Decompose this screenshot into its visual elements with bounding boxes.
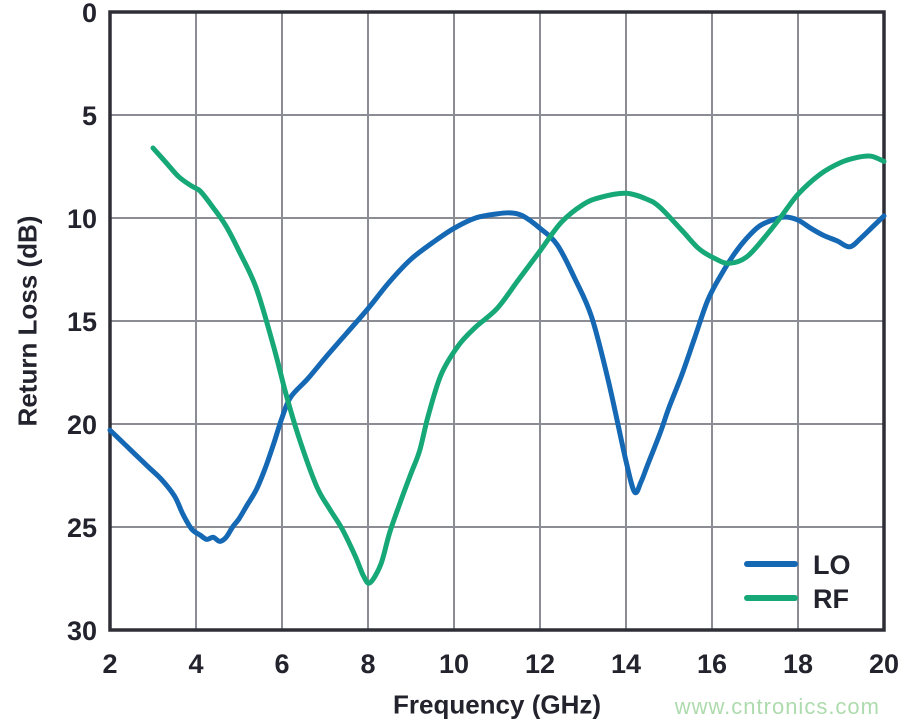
x-tick-label: 6 [274, 649, 289, 679]
x-tick-label: 16 [697, 649, 727, 679]
legend-label-lo: LO [813, 550, 851, 580]
x-axis-title: Frequency (GHz) [392, 689, 602, 720]
y-tick-label: 5 [82, 101, 97, 131]
y-tick-label: 0 [82, 0, 97, 28]
y-tick-label: 20 [67, 410, 97, 440]
x-tick-label: 18 [783, 649, 813, 679]
watermark-text: www.cntronics.com [674, 694, 880, 719]
series-line-lo [107, 210, 887, 544]
legend-label-rf: RF [813, 584, 849, 614]
x-tick-label: 14 [611, 649, 641, 679]
x-tick-label: 12 [525, 649, 555, 679]
plot-frame [108, 10, 886, 632]
y-tick-label: 30 [67, 616, 97, 646]
legend-item-lo: LO [744, 550, 851, 580]
y-tick-label: 15 [67, 307, 97, 337]
x-tick-label: 20 [869, 649, 899, 679]
x-tick-label: 10 [439, 649, 469, 679]
x-tick-label: 2 [102, 649, 117, 679]
y-axis-title: Return Loss (dB) [12, 215, 43, 427]
x-tick-label: 4 [188, 649, 203, 679]
y-tick-label: 10 [67, 204, 97, 234]
legend-item-rf: RF [744, 584, 849, 614]
x-tick-label: 8 [360, 649, 375, 679]
legend: LO RF [744, 550, 851, 614]
series-line-rf [150, 145, 887, 586]
y-tick-label: 25 [67, 513, 97, 543]
